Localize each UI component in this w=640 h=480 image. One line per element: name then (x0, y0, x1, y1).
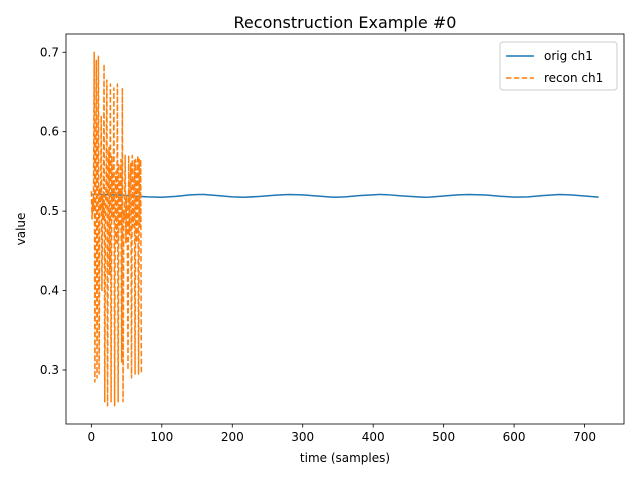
x-tick-label: 0 (88, 430, 96, 444)
x-tick-label: 600 (503, 430, 526, 444)
x-axis-label: time (samples) (300, 451, 390, 465)
series-line-recon (90, 51, 143, 407)
legend-label-orig: orig ch1 (544, 49, 593, 63)
y-axis-label: value (14, 213, 28, 246)
x-tick-label: 700 (573, 430, 596, 444)
chart-title: Reconstruction Example #0 (234, 13, 457, 32)
y-tick-label: 0.7 (40, 45, 59, 59)
axes-background (66, 34, 624, 424)
y-tick-label: 0.5 (40, 204, 59, 218)
x-tick-label: 300 (291, 430, 314, 444)
x-tick-label: 100 (150, 430, 173, 444)
y-axis-ticks: 0.3 0.4 0.5 0.6 0.7 (40, 45, 66, 377)
plot-area: 0 100 200 300 400 500 600 700 0.3 0.4 0.5 0.6 0.7 (40, 33, 625, 444)
x-tick-label: 500 (432, 430, 455, 444)
legend-label-recon: recon ch1 (544, 71, 603, 85)
y-tick-label: 0.3 (40, 363, 59, 377)
series-layer (90, 51, 599, 407)
axes-frame (65, 33, 625, 425)
y-tick-label: 0.4 (40, 284, 59, 298)
x-tick-label: 400 (362, 430, 385, 444)
series-line-orig (91, 193, 599, 198)
legend: orig ch1 recon ch1 (499, 41, 618, 91)
legend-box (499, 41, 618, 91)
y-tick-label: 0.6 (40, 125, 59, 139)
x-axis-ticks: 0 100 200 300 400 500 600 700 (88, 424, 596, 444)
x-tick-label: 200 (221, 430, 244, 444)
